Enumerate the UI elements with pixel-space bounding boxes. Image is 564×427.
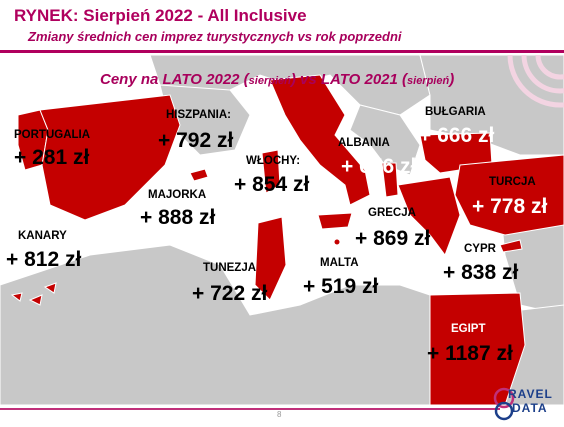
- albania-region: [381, 162, 399, 198]
- tunisia-label: TUNEZJA: [203, 262, 257, 274]
- page-title: RYNEK: Sierpień 2022 - All Inclusive: [14, 6, 307, 25]
- turkey-value: + 778 zł: [472, 195, 548, 218]
- egypt-region: [429, 292, 526, 405]
- sardinia-region: [261, 149, 281, 194]
- bulgaria-label: BUŁGARIA: [425, 106, 486, 118]
- sicily-region: [317, 212, 353, 230]
- greece-label: GRECJA: [368, 207, 416, 219]
- turkey-region: [454, 154, 564, 236]
- greece-value: + 869 zł: [355, 227, 431, 250]
- egypt-label: EGIPT: [451, 323, 486, 335]
- italy-value: + 854 zł: [234, 173, 310, 196]
- albania-value: + 676 zł: [341, 155, 417, 178]
- logo-text-line2: DATA: [512, 401, 548, 415]
- mallorca-label: MAJORKA: [148, 189, 207, 201]
- malta-region: [334, 239, 340, 245]
- mediterranean-map: [0, 55, 564, 405]
- page-number: 8: [277, 410, 282, 419]
- portugal-value: + 281 zł: [14, 146, 90, 169]
- canary-label: KANARY: [18, 230, 67, 242]
- albania-label: ALBANIA: [338, 137, 390, 149]
- spain-label: HISZPANIA:: [166, 109, 231, 121]
- malta-value: + 519 zł: [303, 275, 379, 298]
- bulgaria-value: + 666 zł: [419, 124, 495, 147]
- portugal-label: PORTUGALIA: [14, 129, 91, 141]
- turkey-label: TURCJA: [489, 176, 536, 188]
- canary-island-1: [10, 292, 23, 302]
- cyprus-value: + 838 zł: [443, 261, 519, 284]
- italy-region: [269, 74, 371, 206]
- map-highlighted-countries: [10, 74, 564, 405]
- mallorca-value: + 888 zł: [140, 206, 216, 229]
- canary-value: + 812 zł: [6, 248, 82, 271]
- chart-caption: Ceny na LATO 2022 (sierpień) vs LATO 202…: [100, 71, 455, 88]
- page-subtitle: Zmiany średnich cen imprez turystycznych…: [28, 29, 402, 44]
- logo-mark-icon: [493, 387, 515, 421]
- tunisia-value: + 722 zł: [192, 282, 268, 305]
- logo-text-line1: RAVEL: [508, 387, 553, 401]
- italy-label: WŁOCHY:: [246, 155, 301, 167]
- canary-island-3: [43, 282, 57, 294]
- decorative-rings: [507, 55, 564, 108]
- egypt-value: + 1187 zł: [427, 342, 513, 365]
- travel-data-logo: RAVEL DATA: [492, 384, 562, 422]
- cyprus-label: CYPR: [464, 243, 496, 255]
- tunisia-region: [254, 216, 287, 301]
- mallorca-region: [189, 168, 209, 182]
- spain-region: [39, 94, 181, 221]
- bottom-divider: [0, 408, 500, 410]
- canary-island-2: [28, 294, 43, 306]
- malta-label: MALTA: [320, 257, 359, 269]
- spain-value: + 792 zł: [158, 129, 234, 152]
- top-divider: [0, 50, 564, 53]
- cyprus-region: [499, 239, 523, 253]
- greece-region: [397, 176, 461, 257]
